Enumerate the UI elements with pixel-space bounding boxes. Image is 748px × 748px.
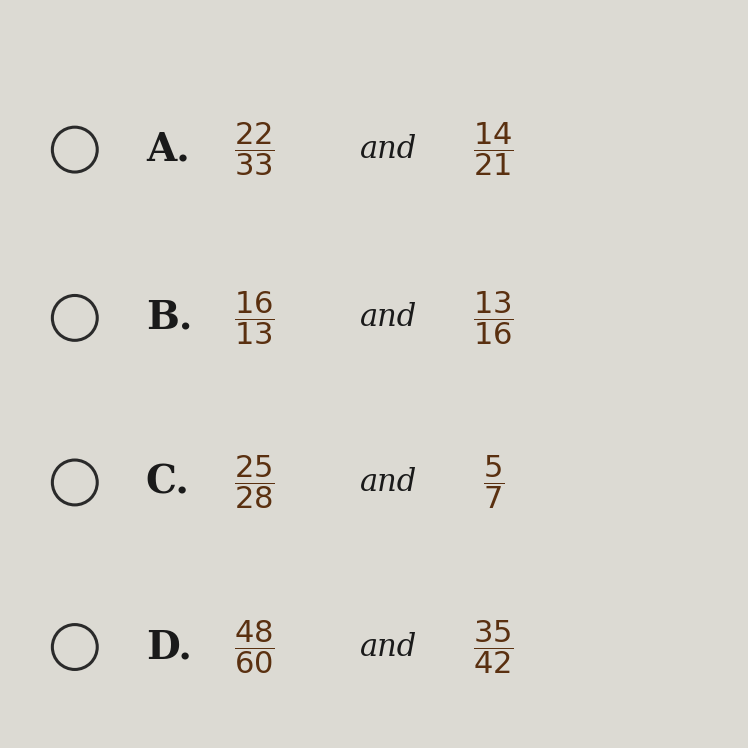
Text: C.: C. xyxy=(146,464,190,501)
Text: $\dfrac{35}{42}$: $\dfrac{35}{42}$ xyxy=(473,619,514,675)
Text: $\dfrac{14}{21}$: $\dfrac{14}{21}$ xyxy=(473,121,514,178)
Text: A.: A. xyxy=(146,131,189,168)
Text: $\dfrac{16}{13}$: $\dfrac{16}{13}$ xyxy=(234,289,275,346)
Text: $\dfrac{5}{7}$: $\dfrac{5}{7}$ xyxy=(483,454,504,511)
Text: and: and xyxy=(361,302,417,334)
Text: and: and xyxy=(361,134,417,165)
Text: and: and xyxy=(361,631,417,663)
Text: $\dfrac{48}{60}$: $\dfrac{48}{60}$ xyxy=(234,619,275,675)
Text: $\dfrac{13}{16}$: $\dfrac{13}{16}$ xyxy=(473,289,514,346)
Text: $\dfrac{22}{33}$: $\dfrac{22}{33}$ xyxy=(234,121,275,178)
Text: $\dfrac{25}{28}$: $\dfrac{25}{28}$ xyxy=(234,454,275,511)
Text: D.: D. xyxy=(146,628,191,666)
Text: and: and xyxy=(361,467,417,498)
Text: B.: B. xyxy=(146,299,192,337)
